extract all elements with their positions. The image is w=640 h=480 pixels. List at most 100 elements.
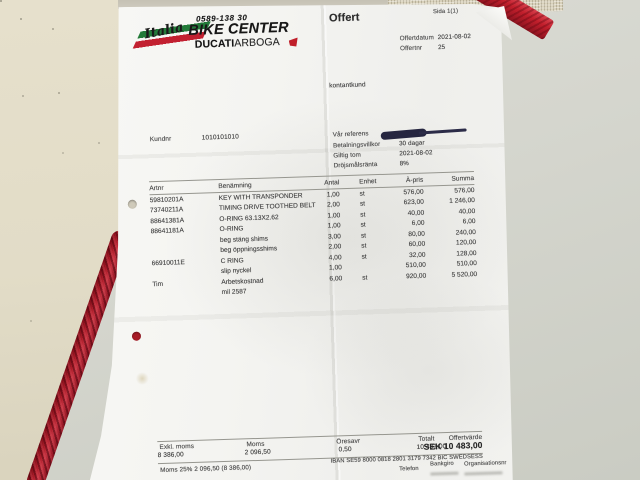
table-cell: 128,00 [456,249,477,258]
offertnr-label: Offertnr [399,44,423,53]
organisationsnr-label: Organisationsnr [464,460,507,468]
col-antal: Antal [324,178,340,187]
col-enhet: Enhet [359,177,377,186]
customer-type: kontantkund [329,81,366,90]
table-cell: st [361,242,367,250]
table-cell [342,266,392,268]
betalningsvillkor-value: 30 dagar [398,139,425,148]
offertvarde-value: SEK 10 483,00 [423,439,483,452]
dust-specks [0,0,2,2]
table-cell: 6,00 [411,219,425,228]
bankgiro-label: Bankgiro [430,460,454,468]
table-cell: 920,00 [405,272,427,280]
ducati-shield-icon [289,38,298,47]
table-cell: 60,00 [408,240,426,249]
drojsmalsranta-label: Dröjsmålsränta [333,161,378,170]
punch-hole-top [128,200,137,209]
redaction-ink-scribble [380,128,427,140]
table-cell [153,293,222,295]
table-cell: 2,00 [326,201,341,209]
col-artnr: Artnr [149,184,164,192]
table-cell [343,287,393,289]
cutoff-bankgiro-number [430,472,458,476]
table-cell: 1 246,00 [449,197,475,206]
col-apris: À-pris [405,176,424,184]
table-cell [151,251,220,253]
table-cell: 510,00 [405,261,426,270]
offertdatum-label: Offertdatum [399,34,435,43]
moms-value: 2 096,50 [244,448,271,457]
table-cell: 4,00 [328,253,342,262]
table-cell: 40,00 [458,207,476,216]
table-cell [151,240,220,242]
table-cell: 576,00 [454,186,475,195]
table-cell: st [359,190,365,198]
table-cell [393,286,427,287]
items-table-body: 59810201A KEY WITH TRANSPONDER 1,00 st 576,0… [150,185,478,300]
paper-stain [135,372,149,384]
giltig-tom-label: Giltig tom [333,151,362,160]
telefon-label: Telefon [399,465,419,473]
logo-brand-line: DUCATIARBOGA [195,36,280,51]
logo-brand: DUCATI [194,37,235,51]
col-benamning: Benämning [218,181,252,190]
table-cell: st [359,200,366,208]
cutoff-orgnr-number [464,471,502,475]
moms-label: Moms [246,440,265,449]
exkl-moms-label: Exkl. moms [159,442,195,452]
oresavr-label: Öresavr [336,437,361,446]
table-cell: 32,00 [408,251,426,259]
table-cell: mil 2587 [221,288,247,297]
moms-note: Moms 25% 2 096,50 (8 386,00) [160,464,252,475]
drojsmalsranta-value: 8% [399,160,410,168]
table-cell: st [360,232,367,240]
table-cell: st [361,253,367,261]
table-cell: 80,00 [408,230,425,238]
offer-document: Italia 0589-138 30 BIKE CENTER DUCATIARB… [68,0,520,480]
table-cell: Tim [152,280,164,288]
table-cell: 3,00 [327,232,342,241]
offertnr-value: 25 [437,43,446,52]
table-cell: st [360,211,366,219]
table-cell: 6,00 [329,274,343,283]
offertdatum-value: 2021-08-02 [437,33,472,42]
table-cell: 1,00 [327,212,341,220]
punch-hole-bottom [132,332,141,341]
dealer-logo: Italia 0589-138 30 BIKE CENTER DUCATIARB… [142,10,333,60]
table-cell: 6,00 [462,218,476,226]
betalningsvillkor-label: Betalningsvillkor [332,140,381,150]
logo-city: ARBOGA [234,36,280,50]
table-cell: 88641381A [150,216,185,225]
page-indicator: Sida 1(1) [432,8,459,16]
table-cell [152,272,221,274]
table-cell: 66910011E [151,258,186,267]
table-cell: 240,00 [455,228,476,237]
table-cell: 59810201A [149,195,184,204]
giltig-tom-value: 2021-08-02 [399,149,433,158]
table-cell: 73740211A [149,206,184,215]
table-cell: 88641181A [150,227,185,236]
table-cell [313,289,343,290]
exkl-moms-value: 8 386,00 [157,451,184,460]
table-cell: 1,00 [327,222,341,230]
table-cell: 1,00 [326,191,340,199]
table-cell: 623,00 [403,198,424,207]
kundnr-label: Kundnr [149,135,172,144]
table-cell: 1,00 [328,264,343,272]
table-cell: 5 520,00 [451,270,478,279]
table-cell: 120,00 [455,239,477,247]
shelf-edge-strip [118,0,403,9]
table-cell [427,285,478,287]
document-title: Offert [328,11,360,25]
items-table: Artnr Benämning Antal Enhet À-pris Summa… [149,171,478,300]
table-cell: st [360,221,366,229]
oresavr-value: 0,50 [338,446,352,454]
table-cell: 576,00 [403,188,424,197]
table-cell: 510,00 [456,260,477,268]
col-summa: Summa [451,174,475,183]
var-referens-label: Vår referens [332,130,369,139]
kundnr-value: 1010101010 [201,133,240,142]
table-cell: 2,00 [328,243,342,251]
table-cell: 40,00 [407,209,425,217]
